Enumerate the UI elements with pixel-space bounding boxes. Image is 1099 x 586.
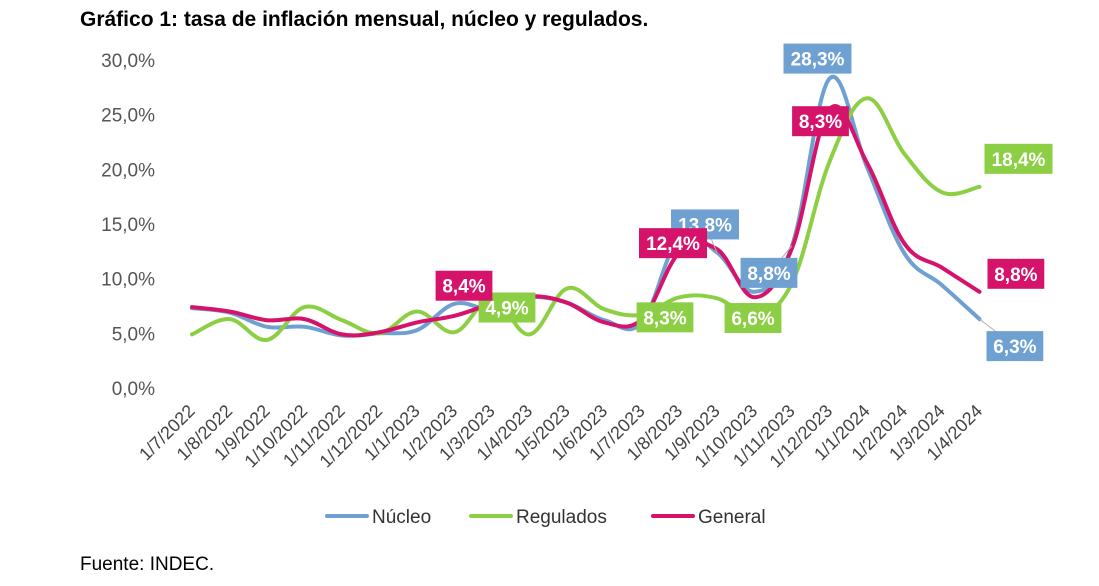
series-lines [190,74,982,342]
data-label-box [724,303,782,334]
data-label-box [792,106,849,137]
chart-title: Gráfico 1: tasa de inflación mensual, nú… [80,8,649,31]
data-label-box [783,43,852,74]
data-label-box [987,258,1045,289]
data-label: 8,8% [994,265,1037,286]
y-tick-label: 5,0% [112,324,155,345]
data-label-box [636,302,694,333]
y-tick-label: 10,0% [101,270,155,291]
y-tick-label: 0,0% [112,379,155,400]
data-label: 6,6% [731,309,774,330]
data-label: 8,3% [799,112,842,133]
data-label-box [740,257,798,288]
series-line-regulados [190,96,982,342]
series-line-general [190,104,982,338]
legend: Núcleo Regulados General [325,507,766,528]
legend-label: Regulados [516,507,607,528]
data-label: 28,3% [791,50,845,71]
y-tick-label: 25,0% [101,106,155,127]
data-label: 8,3% [643,308,686,329]
data-label-box [435,270,493,301]
legend-label: Núcleo [372,507,431,528]
data-label-box [986,331,1044,362]
data-label: 8,8% [747,264,790,285]
data-label-box [639,228,707,259]
y-axis: 0,0% 5,0% 10,0% 15,0% 20,0% 25,0% 30,0% [101,51,155,400]
y-tick-label: 15,0% [101,215,155,236]
data-label: 12,4% [646,234,700,255]
data-label: 6,3% [993,337,1036,358]
x-axis: 1/7/20221/8/20221/9/20221/10/20221/11/20… [135,401,986,472]
y-tick-label: 20,0% [101,160,155,181]
data-label-box [984,143,1053,174]
data-label: 4,9% [485,299,528,320]
source-note: Fuente: INDEC. [80,554,215,575]
data-label: 8,4% [442,277,485,298]
data-label: 18,4% [992,150,1046,171]
y-tick-label: 30,0% [101,51,155,72]
data-labels: 13,8%8,8%28,3%6,3%4,9% 8,3% 6,6%18,4%8,4%1… [435,43,1053,362]
legend-label: General [698,507,766,528]
